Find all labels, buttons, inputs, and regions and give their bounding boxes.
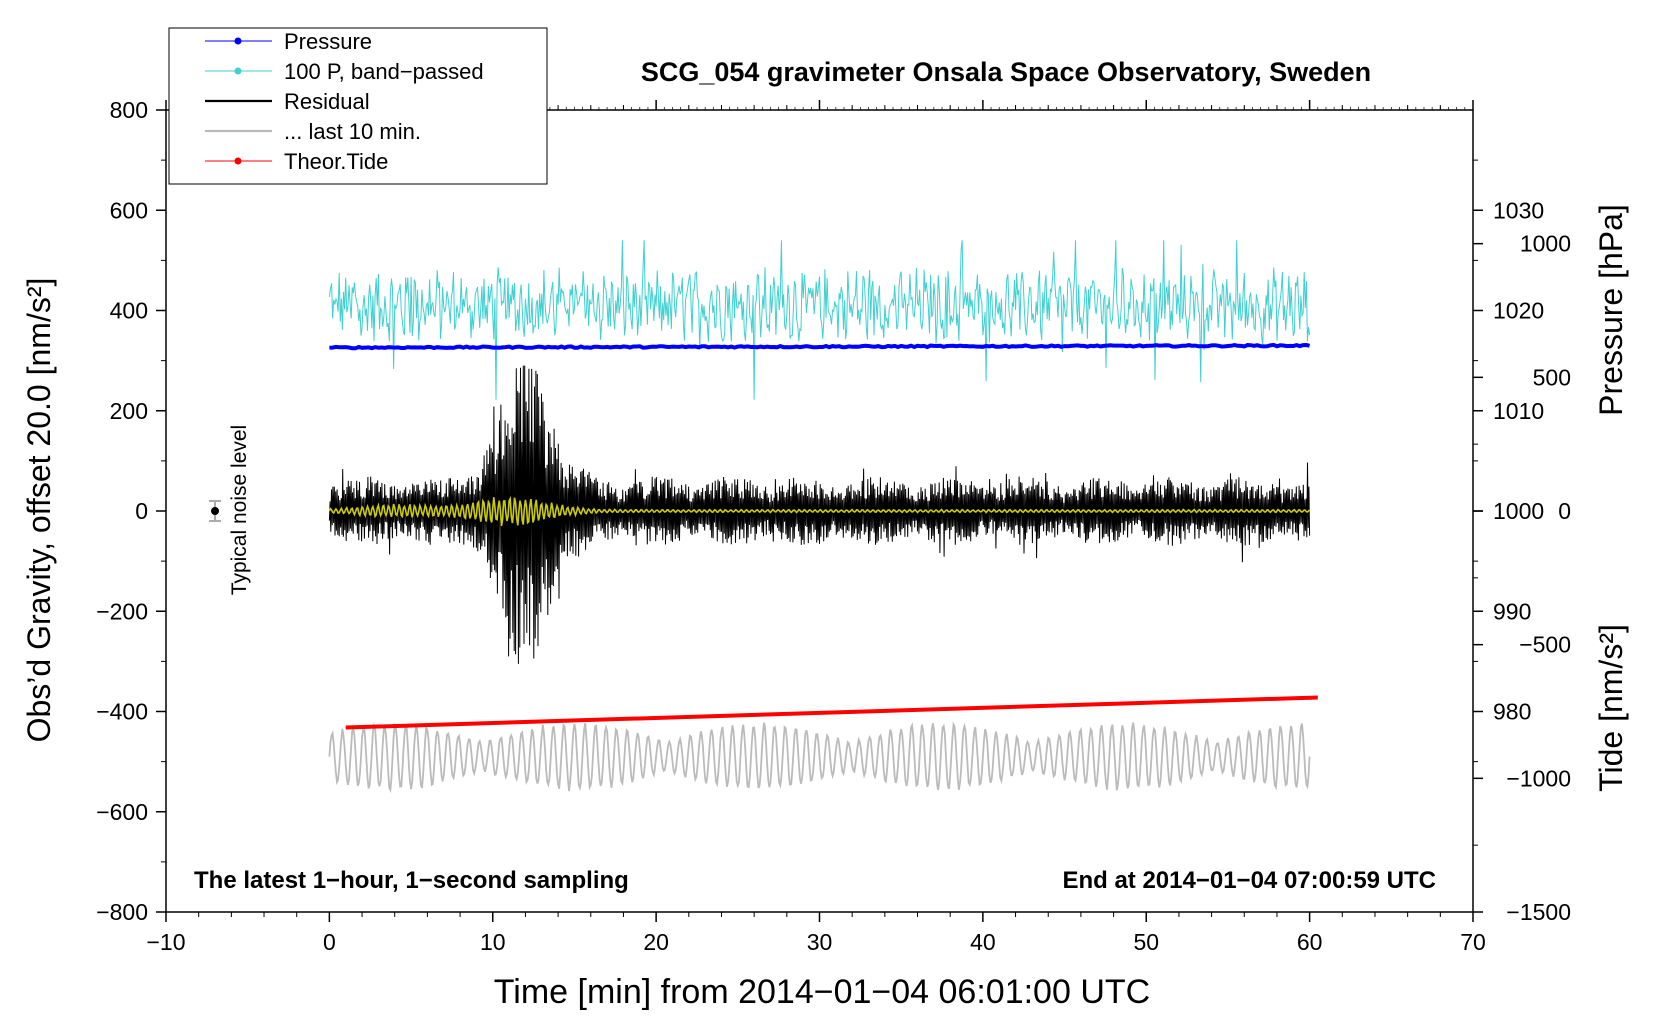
series-last-10-min (328, 721, 1311, 794)
tide-tick-label: −1000 (1506, 765, 1571, 791)
series-pressure (329, 342, 1311, 351)
noise-level-label: Typical noise level (228, 425, 251, 595)
legend-entry-label: Pressure (284, 29, 372, 54)
noise-marker (211, 507, 220, 515)
legend-entry-label: ... last 10 min. (284, 119, 421, 144)
pressure-tick-label: 990 (1493, 598, 1531, 624)
series-band-passed-pressure (328, 240, 1311, 400)
y-tick-label: 400 (110, 298, 148, 324)
y-axis-label-pressure: Pressure [hPa] (1593, 204, 1629, 416)
y-tick-label: 0 (135, 498, 148, 524)
y-axis-label-tide: Tide [nm/s²] (1593, 624, 1629, 792)
y-tick-label: 200 (110, 398, 148, 424)
y-axis-label-left: Obs’d Gravity, offset 20.0 [nm/s²] (21, 278, 57, 743)
annotation-sampling: The latest 1−hour, 1−second sampling (194, 867, 629, 894)
series-layer (209, 240, 1318, 794)
annotation-end-time: End at 2014−01−04 07:00:59 UTC (1062, 867, 1436, 894)
x-tick-label: 70 (1460, 929, 1486, 955)
pressure-tick-label: 1020 (1493, 298, 1544, 324)
x-tick-label: 10 (480, 929, 506, 955)
y-tick-label: −800 (96, 899, 148, 925)
series-residual-filtered (328, 495, 1311, 527)
legend-swatch-marker (234, 67, 242, 75)
y-tick-label: 800 (110, 97, 148, 123)
y-tick-label: 600 (110, 197, 148, 223)
legend-entry-label: Residual (284, 89, 370, 114)
y-tick-label: −400 (96, 699, 148, 725)
legend-entry-label: Theor.Tide (284, 149, 388, 174)
x-tick-label: 20 (643, 929, 669, 955)
legend-swatch-marker (234, 37, 242, 45)
tide-tick-label: −1500 (1506, 899, 1571, 925)
x-tick-label: −10 (146, 929, 185, 955)
legend-box (168, 27, 548, 185)
tide-tick-label: 0 (1558, 498, 1571, 524)
x-tick-label: 30 (807, 929, 833, 955)
legend: Pressure 100 P, band−passed Residual ... la… (168, 27, 548, 185)
pressure-tick-label: 1010 (1493, 398, 1544, 424)
x-tick-label: 0 (323, 929, 336, 955)
pressure-tick-label: 980 (1493, 699, 1531, 725)
y-tick-label: −600 (96, 799, 148, 825)
axes-layer: −10 0 10 20 30 40 50 60 70−800−600−400−200020040… (96, 97, 1571, 955)
tide-tick-label: 1000 (1520, 231, 1571, 257)
tide-tick-label: −500 (1519, 632, 1571, 658)
pressure-tick-label: 1030 (1493, 197, 1544, 223)
x-tick-label: 40 (970, 929, 996, 955)
chart-title: SCG_054 gravimeter Onsala Space Observat… (641, 57, 1371, 87)
x-tick-label: 50 (1133, 929, 1159, 955)
x-tick-label: 60 (1297, 929, 1323, 955)
pressure-tick-label: 1000 (1493, 498, 1544, 524)
legend-entry-label: 100 P, band−passed (284, 59, 484, 84)
x-axis-label: Time [min] from 2014−01−04 06:01:00 UTC (494, 973, 1150, 1011)
series-theoretical-tide (345, 695, 1318, 730)
legend-swatch-marker (234, 157, 242, 165)
tide-tick-label: 500 (1533, 364, 1571, 390)
y-tick-label: −200 (96, 598, 148, 624)
series-residual (328, 365, 1311, 664)
